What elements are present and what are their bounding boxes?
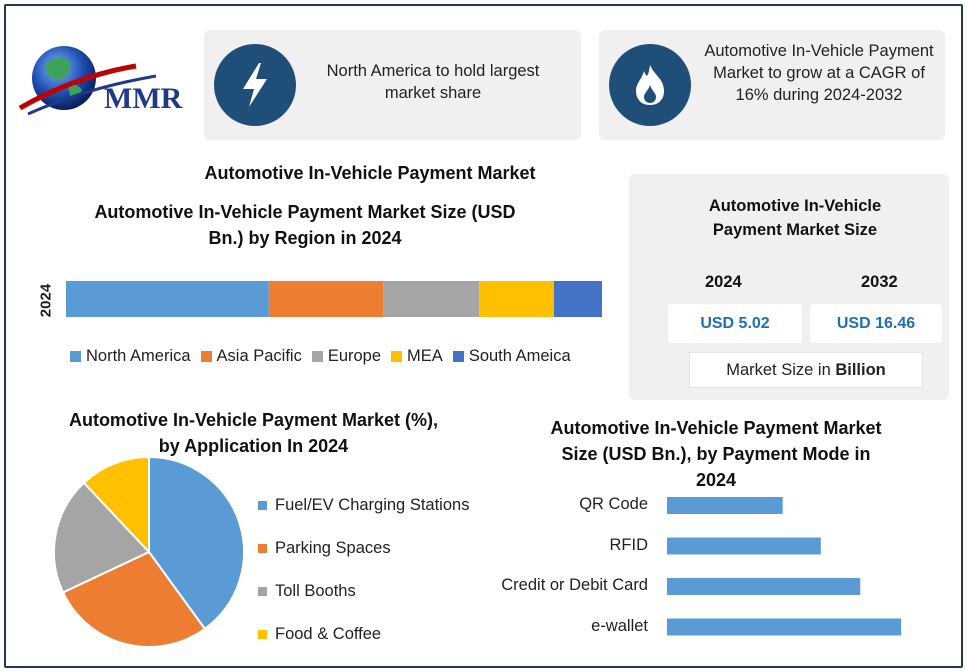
market-size-unit-bold: Billion <box>835 360 886 379</box>
region-bar-segment-mea <box>479 281 554 317</box>
market-size-year-2024: 2024 <box>705 273 742 291</box>
payment-category-label: Credit or Debit Card <box>501 576 648 594</box>
lightning-icon <box>214 44 296 126</box>
pie-slice-toll-booths <box>53 481 151 594</box>
market-size-panel: Automotive In-Vehicle Payment Market Siz… <box>629 174 949 400</box>
market-size-year-2032: 2032 <box>861 273 898 291</box>
application-legend-item: Fuel/EV Charging Stations <box>258 484 469 527</box>
highlight-card-cagr: Automotive In-Vehicle Payment Market to … <box>599 30 945 140</box>
application-legend-label: Food & Coffee <box>275 625 382 643</box>
mmr-logo: MMR <box>16 36 196 126</box>
application-pie-chart <box>53 455 245 648</box>
payment-category-label: RFID <box>609 535 649 554</box>
region-legend-label: North America <box>86 347 191 365</box>
pie-slice-food-coffee <box>82 455 150 555</box>
region-chart-title: Automotive In-Vehicle Payment Market Siz… <box>94 202 516 248</box>
svg-text:MMR: MMR <box>104 82 183 115</box>
legend-swatch <box>200 351 212 362</box>
legend-swatch <box>452 351 464 362</box>
region-bar-segment-north-america <box>66 281 269 317</box>
legend-swatch <box>311 351 323 362</box>
pie-slice-parking-spaces <box>61 550 207 648</box>
region-legend-label: MEA <box>407 347 443 365</box>
payment-bar-e-wallet <box>667 618 902 636</box>
region-legend-label: Europe <box>327 347 382 365</box>
payment-bar-rfid <box>667 537 821 555</box>
region-bar-segment-south-ameica <box>553 281 602 317</box>
market-size-value-2024: USD 5.02 <box>668 304 802 343</box>
market-size-value-2032: USD 16.46 <box>810 304 942 343</box>
region-bar-segment-asia-pacific <box>268 281 384 317</box>
region-legend-item: MEA <box>391 347 443 366</box>
payment-bar-qr-code <box>667 497 783 514</box>
highlight-card-region: North America to hold largest market sha… <box>204 30 581 140</box>
application-legend-label: Parking Spaces <box>275 539 391 557</box>
legend-swatch <box>258 630 267 639</box>
application-chart-title: Automotive In-Vehicle Payment Market (%)… <box>68 410 439 456</box>
payment-category-label: e-wallet <box>591 616 648 635</box>
market-size-unit: Market Size in Billion <box>689 352 923 388</box>
region-legend-item: South Ameica <box>452 347 571 366</box>
application-legend-item: Food & Coffee <box>258 613 469 656</box>
payment-chart-title: Automotive In-Vehicle Payment Market Siz… <box>550 418 882 490</box>
market-size-title: Automotive In-Vehicle Payment Market Siz… <box>708 197 882 239</box>
payment-bar-credit-or-debit-card <box>667 578 861 595</box>
region-chart-category-label: 2024 <box>37 283 55 318</box>
highlight-text-cagr: Automotive In-Vehicle Payment Market to … <box>704 42 934 104</box>
payment-bar-chart <box>667 497 902 636</box>
region-legend-label: South Ameica <box>468 347 571 365</box>
application-legend-item: Toll Booths <box>258 570 469 613</box>
region-bar-segment-europe <box>383 281 480 317</box>
legend-swatch <box>391 351 403 362</box>
region-legend-label: Asia Pacific <box>216 347 302 365</box>
legend-swatch <box>258 501 267 510</box>
region-legend-item: Asia Pacific <box>200 347 302 366</box>
pie-slice-fuel-ev-charging-stations <box>148 455 245 631</box>
legend-swatch <box>258 587 267 596</box>
market-size-unit-prefix: Market Size in <box>726 360 836 379</box>
legend-swatch <box>258 544 267 553</box>
payment-category-label: QR Code <box>579 495 648 513</box>
application-legend-item: Parking Spaces <box>258 527 469 570</box>
infographic-frame <box>4 4 963 668</box>
region-legend-item: Europe <box>311 347 382 366</box>
application-legend-label: Toll Booths <box>275 582 356 600</box>
application-legend: Fuel/EV Charging Stations Parking Spaces T… <box>258 484 469 656</box>
region-stacked-bar <box>66 281 602 317</box>
region-legend: North America Asia Pacific Europe MEA South … <box>70 347 581 366</box>
highlight-text-region: North America to hold largest market sha… <box>326 62 540 102</box>
application-legend-label: Fuel/EV Charging Stations <box>275 496 470 514</box>
page-title: Automotive In-Vehicle Payment Market <box>204 163 536 183</box>
legend-swatch <box>70 351 81 362</box>
region-legend-item: North America <box>70 347 191 366</box>
flame-icon <box>609 44 691 126</box>
